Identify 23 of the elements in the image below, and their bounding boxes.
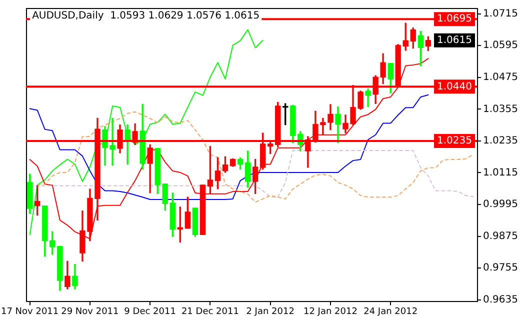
x-tick-label: 12 Jan 2012 (303, 306, 358, 317)
annotation: 1.0615 (437, 34, 472, 46)
y-tick-label: 1.0115 (483, 167, 518, 178)
ref-line-label: 1.0695 (437, 14, 472, 25)
x-tick-label: 9 Dec 2011 (124, 306, 176, 317)
y-tick-label: 1.0235 (483, 136, 518, 147)
ref-line-label: 1.0235 (437, 136, 472, 147)
x-tick-label: 24 Jan 2012 (364, 306, 418, 317)
x-tick-label: 2 Jan 2012 (246, 306, 294, 317)
line-series (36, 111, 474, 203)
chart-title: AUDUSD,Daily 1.0593 1.0629 1.0576 1.0615 (32, 10, 260, 22)
x-tick-label: 17 Nov 2011 (0, 306, 59, 317)
y-tick-label: 0.9875 (483, 230, 518, 242)
x-tick-label: 29 Nov 2011 (61, 306, 119, 317)
y-tick-label: 0.9635 (483, 294, 518, 306)
y-tick-label: 1.0355 (483, 104, 518, 115)
y-tick-label: 0.9995 (483, 199, 518, 210)
y-tick-label: 1.0715 (483, 8, 518, 20)
x-tick-label: 21 Dec 2011 (181, 306, 239, 317)
ref-line-label: 1.0440 (437, 81, 472, 92)
y-tick-label: 1.0475 (483, 72, 518, 83)
y-tick-label: 1.0595 (483, 40, 518, 52)
y-tick-label: 0.9755 (483, 262, 518, 274)
